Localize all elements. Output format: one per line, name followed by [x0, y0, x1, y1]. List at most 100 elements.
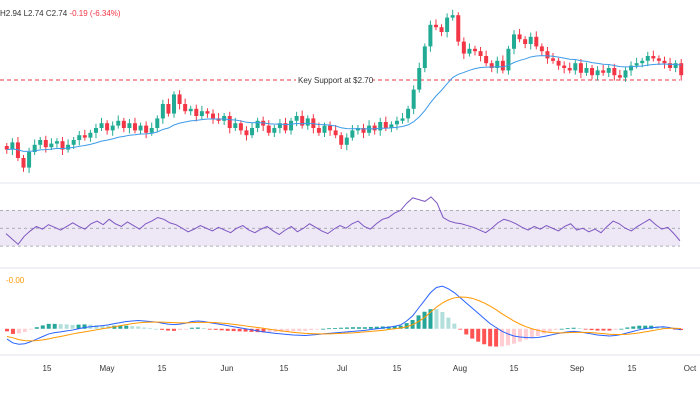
candle-body: [127, 123, 132, 128]
candle-body: [534, 36, 539, 47]
candle-body: [155, 118, 160, 128]
candle-body: [71, 140, 76, 145]
candle-body: [255, 120, 260, 128]
candle-body: [132, 123, 137, 131]
support-label: Key Support at $2.70: [298, 76, 374, 85]
macd-histogram-bar: [619, 328, 624, 330]
macd-histogram-bar: [344, 327, 349, 329]
macd-histogram-bar: [219, 328, 224, 331]
macd-histogram-bar: [177, 328, 182, 331]
macd-histogram-bar: [10, 328, 15, 334]
macd-histogram-bar: [613, 328, 618, 330]
macd-histogram-bar: [333, 328, 338, 329]
candle-body: [422, 46, 427, 68]
macd-histogram-bar: [356, 327, 361, 329]
candle-body: [545, 51, 550, 59]
candle-body: [305, 118, 310, 126]
candle-body: [668, 63, 673, 68]
macd-histogram-bar: [261, 328, 266, 333]
macd-histogram-bar: [476, 328, 481, 342]
candle-body: [517, 34, 522, 40]
candle-body: [32, 144, 37, 152]
candle-body: [116, 120, 121, 126]
macd-histogram-bar: [553, 328, 558, 330]
candle-body: [250, 128, 255, 136]
macd-histogram-bar: [34, 327, 39, 329]
ohlc-low: L2.74: [23, 9, 44, 18]
x-axis-tick-label: Jun: [221, 364, 234, 373]
macd-histogram-bar: [64, 324, 69, 329]
candle-body: [634, 63, 639, 66]
candle-body: [428, 24, 433, 47]
ohlc-readout: H2.94 L2.74 C2.74 -0.19 (-6.34%): [0, 9, 121, 18]
candle-body: [567, 68, 572, 71]
macd-histogram-bar: [285, 328, 290, 332]
macd-histogram-bar: [625, 327, 630, 329]
candle-body: [144, 125, 149, 133]
candle-body: [556, 60, 561, 66]
candle-body: [238, 123, 243, 131]
candle-body: [289, 120, 294, 131]
candle-body: [406, 108, 411, 119]
macd-histogram-bar: [494, 328, 499, 347]
macd-histogram-bar: [16, 328, 21, 334]
candle-body: [595, 70, 600, 76]
macd-histogram-bar: [458, 328, 463, 330]
candle-body: [623, 70, 628, 78]
candle-body: [82, 135, 87, 138]
x-axis-tick-label: Oct: [684, 364, 697, 373]
macd-histogram-bar: [368, 326, 373, 329]
macd-histogram-bar: [506, 328, 511, 346]
candle-body: [551, 58, 556, 61]
macd-histogram-bar: [22, 328, 27, 332]
macd-histogram-bar: [291, 328, 296, 332]
macd-histogram-bar: [76, 324, 81, 329]
candle-body: [272, 128, 277, 133]
macd-histogram-bar: [517, 328, 522, 342]
macd-histogram-bar: [207, 328, 212, 330]
macd-histogram-bar: [470, 328, 475, 339]
macd-histogram-bar: [136, 326, 141, 329]
macd-histogram-bar: [4, 328, 9, 332]
candle-body: [355, 128, 360, 131]
candle-body: [328, 125, 333, 131]
candle-body: [640, 60, 645, 64]
candle-body: [166, 104, 171, 114]
macd-histogram-bar: [529, 328, 534, 338]
candle-body: [99, 123, 104, 128]
macd-histogram-bar: [482, 328, 487, 345]
candle-body: [350, 130, 355, 138]
macd-histogram-bar: [213, 328, 218, 330]
macd-histogram-bar: [118, 325, 123, 329]
candle-body: [439, 27, 444, 32]
macd-histogram-bar: [160, 328, 165, 330]
x-axis-tick-label: 15: [510, 364, 519, 373]
macd-histogram-bar: [279, 328, 284, 332]
candle-body: [656, 58, 661, 61]
macd-histogram-bar: [601, 328, 606, 331]
macd-histogram-bar: [404, 323, 409, 329]
macd-histogram-bar: [398, 325, 403, 329]
candle-body: [160, 104, 165, 119]
macd-histogram-bar: [559, 328, 564, 330]
macd-histogram-bar: [339, 327, 344, 329]
macd-histogram-bar: [446, 317, 451, 329]
macd-histogram-bar: [267, 328, 272, 333]
candle-body: [590, 68, 595, 76]
candle-body: [43, 140, 48, 148]
macd-histogram-bar: [237, 328, 242, 332]
macd-histogram-bar: [249, 328, 254, 332]
macd-histogram-bar: [321, 328, 326, 330]
candle-body: [233, 123, 238, 128]
candle-body: [27, 152, 32, 168]
candle-body: [4, 146, 9, 150]
macd-histogram-bar: [315, 328, 320, 330]
support-label-bg: [296, 75, 372, 85]
macd-histogram-bar: [637, 325, 642, 329]
macd-histogram-bar: [100, 325, 105, 329]
candle-body: [344, 137, 349, 145]
macd-histogram-bar: [362, 327, 367, 329]
candle-body: [294, 116, 299, 121]
candle-body: [495, 60, 500, 68]
